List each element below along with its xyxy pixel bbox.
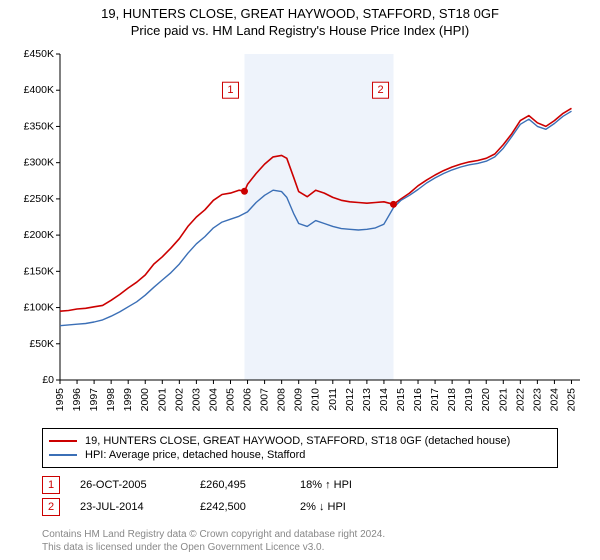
svg-text:£0: £0 — [42, 374, 54, 386]
svg-text:2017: 2017 — [429, 388, 441, 412]
svg-text:2011: 2011 — [327, 388, 339, 411]
svg-text:1998: 1998 — [105, 388, 117, 412]
footer-attribution: Contains HM Land Registry data © Crown c… — [42, 528, 385, 554]
sale-date: 23-JUL-2014 — [80, 501, 200, 513]
svg-text:2018: 2018 — [446, 388, 458, 412]
sale-price: £260,495 — [200, 479, 300, 491]
chart-title-block: 19, HUNTERS CLOSE, GREAT HAYWOOD, STAFFO… — [0, 0, 600, 38]
svg-text:2009: 2009 — [293, 388, 305, 412]
svg-text:£350K: £350K — [24, 120, 54, 132]
svg-text:£400K: £400K — [24, 84, 54, 96]
svg-text:2006: 2006 — [242, 388, 254, 412]
legend-label: HPI: Average price, detached house, Staf… — [85, 449, 305, 461]
svg-text:£300K: £300K — [24, 157, 54, 169]
svg-text:2019: 2019 — [463, 388, 475, 412]
svg-text:1995: 1995 — [54, 388, 66, 412]
legend-swatch — [49, 454, 77, 456]
footer-line2: This data is licensed under the Open Gov… — [42, 541, 385, 554]
legend-swatch — [49, 440, 77, 442]
sale-row: 2 23-JUL-2014£242,5002% ↓ HPI — [42, 498, 352, 516]
svg-text:2020: 2020 — [480, 388, 492, 412]
svg-text:1999: 1999 — [122, 388, 134, 412]
svg-text:2010: 2010 — [310, 388, 322, 412]
legend-label: 19, HUNTERS CLOSE, GREAT HAYWOOD, STAFFO… — [85, 435, 510, 447]
svg-text:2021: 2021 — [497, 388, 509, 412]
svg-text:2022: 2022 — [514, 388, 526, 412]
svg-text:£200K: £200K — [24, 229, 54, 241]
svg-text:2002: 2002 — [173, 388, 185, 412]
sales-list: 1 26-OCT-2005£260,49518% ↑ HPI 2 23-JUL-201… — [42, 472, 352, 520]
svg-text:2013: 2013 — [361, 388, 373, 412]
svg-text:2007: 2007 — [259, 388, 271, 412]
svg-text:£50K: £50K — [29, 338, 54, 350]
svg-text:2024: 2024 — [548, 388, 560, 412]
svg-text:2015: 2015 — [395, 388, 407, 412]
footer-line1: Contains HM Land Registry data © Crown c… — [42, 528, 385, 541]
svg-text:2003: 2003 — [190, 388, 202, 412]
chart-area: £0 £50K £100K £150K £200K £250K £300K £350K £400… — [14, 48, 586, 418]
svg-text:2001: 2001 — [156, 388, 168, 412]
legend-row: 19, HUNTERS CLOSE, GREAT HAYWOOD, STAFFO… — [49, 435, 551, 447]
svg-text:2000: 2000 — [139, 388, 151, 412]
svg-text:2004: 2004 — [207, 388, 219, 412]
svg-text:2008: 2008 — [276, 388, 288, 412]
svg-text:2012: 2012 — [344, 388, 356, 412]
chart-title-address: 19, HUNTERS CLOSE, GREAT HAYWOOD, STAFFO… — [0, 6, 600, 21]
svg-text:1996: 1996 — [71, 388, 83, 412]
svg-text:2: 2 — [377, 84, 383, 96]
svg-text:£100K: £100K — [24, 302, 54, 314]
svg-text:2025: 2025 — [565, 388, 577, 412]
sale-price: £242,500 — [200, 501, 300, 513]
svg-text:2023: 2023 — [531, 388, 543, 412]
svg-text:2014: 2014 — [378, 388, 390, 412]
sale-row: 1 26-OCT-2005£260,49518% ↑ HPI — [42, 476, 352, 494]
legend-box: 19, HUNTERS CLOSE, GREAT HAYWOOD, STAFFO… — [42, 428, 558, 468]
svg-text:£450K: £450K — [24, 48, 54, 60]
svg-text:2016: 2016 — [412, 388, 424, 412]
svg-text:2005: 2005 — [224, 388, 236, 412]
sale-marker-number: 1 — [42, 476, 60, 494]
svg-text:£150K: £150K — [24, 265, 54, 277]
svg-text:1997: 1997 — [88, 388, 100, 412]
legend-row: HPI: Average price, detached house, Staf… — [49, 449, 551, 461]
chart-title-subtitle: Price paid vs. HM Land Registry's House … — [0, 23, 600, 38]
svg-text:1: 1 — [227, 84, 233, 96]
sale-delta: 2% ↓ HPI — [300, 501, 346, 513]
line-chart-svg: £0 £50K £100K £150K £200K £250K £300K £350K £400… — [14, 48, 586, 418]
sale-delta: 18% ↑ HPI — [300, 479, 352, 491]
sale-marker-number: 2 — [42, 498, 60, 516]
svg-text:£250K: £250K — [24, 193, 54, 205]
sale-date: 26-OCT-2005 — [80, 479, 200, 491]
